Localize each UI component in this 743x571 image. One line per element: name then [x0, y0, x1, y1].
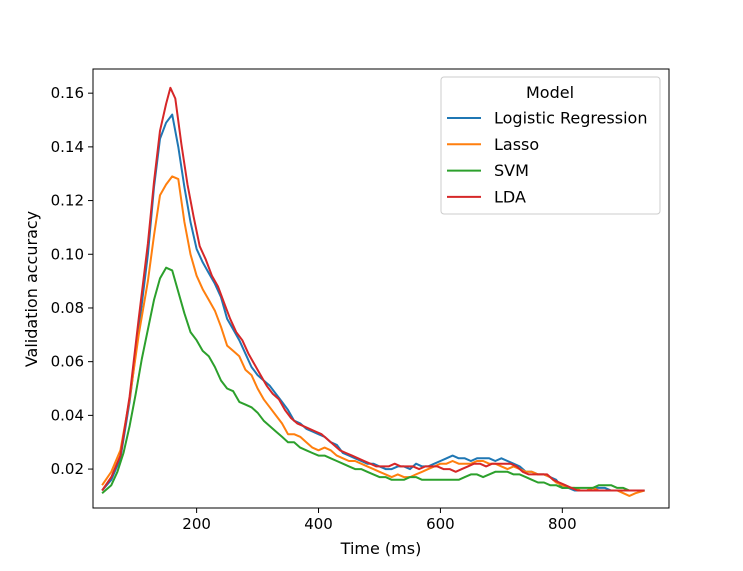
x-tick-label: 800 — [548, 515, 577, 533]
y-tick-label: 0.04 — [51, 406, 84, 424]
y-axis-label: Validation accuracy — [22, 211, 41, 367]
y-tick-label: 0.02 — [51, 460, 84, 478]
legend-label: LDA — [494, 187, 526, 206]
y-tick-label: 0.14 — [51, 138, 84, 156]
legend-entries: Logistic Regression Lasso SVM LDA — [447, 109, 647, 206]
y-tick-label: 0.06 — [51, 353, 84, 371]
x-tick-label: 600 — [426, 515, 455, 533]
legend-title: Model — [526, 83, 574, 102]
legend-label: SVM — [494, 161, 529, 180]
y-tick-label: 0.10 — [51, 245, 84, 263]
series-line-svm — [101, 266, 645, 494]
legend-label: Logistic Regression — [494, 109, 647, 128]
y-tick-label: 0.12 — [51, 192, 84, 210]
series-line-lda — [101, 86, 645, 492]
legend-box — [440, 76, 661, 215]
x-tick-label: 200 — [182, 515, 211, 533]
x-axis-label: Time (ms) — [340, 539, 422, 558]
x-axis: 200 400 600 800 — [182, 508, 577, 533]
series-layer — [101, 86, 645, 497]
plot-frame — [92, 68, 670, 509]
legend: Model Logistic Regression Lasso SVM LDA — [440, 76, 661, 215]
y-tick-label: 0.16 — [51, 84, 84, 102]
legend-label: Lasso — [494, 135, 539, 154]
y-tick-label: 0.08 — [51, 299, 84, 317]
x-tick-label: 400 — [304, 515, 333, 533]
y-axis: 0.02 0.04 0.06 0.08 0.10 0.12 0.14 0.16 — [51, 84, 93, 478]
